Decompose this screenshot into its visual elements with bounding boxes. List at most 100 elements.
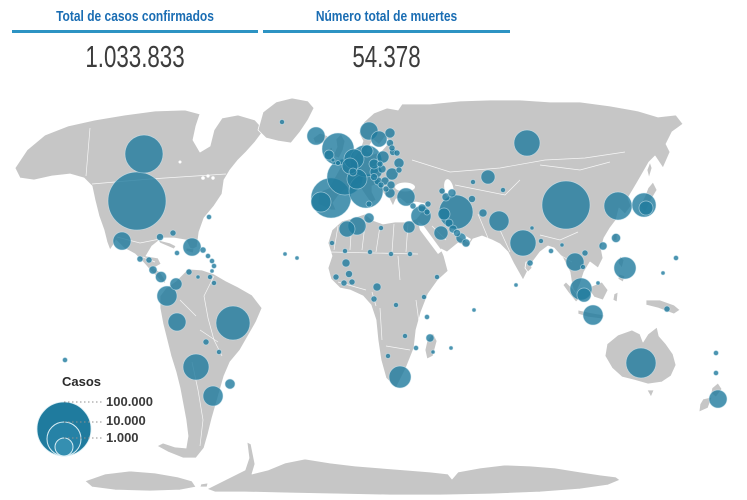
bubble-brazil[interactable]	[215, 305, 251, 341]
bubble-senegal[interactable]	[341, 258, 351, 268]
bubble-costa-rica[interactable]	[148, 265, 158, 275]
bubble-cote-divoire[interactable]	[340, 279, 348, 287]
bubble-tunisia[interactable]	[363, 212, 375, 224]
bubble-mauritius[interactable]	[425, 333, 435, 343]
bubble-antilles-1[interactable]	[205, 253, 211, 259]
bubble-brunei[interactable]	[595, 280, 601, 286]
bubble-trinidad-tobago[interactable]	[211, 280, 217, 286]
bubble-tibet-dot[interactable]	[559, 242, 565, 248]
bubble-dominican-republic[interactable]	[182, 237, 202, 257]
bubble-australia[interactable]	[625, 347, 657, 379]
bubble-hong-kong[interactable]	[598, 241, 608, 251]
bubble-micronesia-dot[interactable]	[660, 270, 666, 276]
bubble-peru[interactable]	[167, 312, 187, 332]
bubble-russia-west[interactable]	[480, 169, 496, 185]
bubble-libya[interactable]	[378, 225, 384, 231]
bubble-sweden[interactable]	[370, 130, 388, 148]
bubble-south-africa[interactable]	[388, 365, 412, 389]
bubble-zambia[interactable]	[402, 333, 408, 339]
bubble-myanmar[interactable]	[548, 248, 554, 254]
bubble-new-zealand[interactable]	[708, 389, 728, 409]
bubble-antilles-2[interactable]	[209, 258, 215, 264]
bubble-seychelles[interactable]	[471, 307, 477, 313]
bubble-pakistan[interactable]	[488, 210, 510, 232]
bubble-slovakia[interactable]	[376, 160, 384, 168]
bubble-azerbaijan[interactable]	[447, 188, 457, 198]
bubble-russia[interactable]	[513, 129, 541, 157]
bubble-usa[interactable]	[107, 171, 167, 231]
bubble-uzbekistan[interactable]	[468, 195, 476, 203]
bubble-antilles-4[interactable]	[209, 268, 215, 274]
bubble-kuwait[interactable]	[444, 218, 454, 228]
bubble-panama[interactable]	[155, 271, 167, 283]
bubble-morocco[interactable]	[338, 220, 356, 238]
bubble-lebanon[interactable]	[417, 203, 427, 213]
bubble-latvia[interactable]	[388, 144, 396, 152]
bubble-maldives[interactable]	[513, 282, 519, 288]
bubble-ukraine[interactable]	[393, 157, 405, 169]
bubble-papua-new-guinea[interactable]	[663, 305, 671, 313]
bubble-cyprus[interactable]	[409, 202, 417, 210]
bubble-paraguay[interactable]	[216, 349, 222, 355]
bubble-indonesia[interactable]	[582, 304, 604, 326]
bubble-ireland[interactable]	[323, 149, 335, 161]
bubble-uruguay[interactable]	[224, 378, 236, 390]
bubble-singapore[interactable]	[576, 287, 592, 303]
bubble-guyana[interactable]	[195, 274, 201, 280]
bubble-bangladesh[interactable]	[538, 238, 544, 244]
bubble-ecuador[interactable]	[156, 285, 178, 307]
bubble-pacific-island-dot[interactable]	[62, 357, 68, 363]
bubble-greenland[interactable]	[279, 119, 285, 125]
bubble-qatar[interactable]	[453, 229, 461, 237]
bubble-zimbabwe[interactable]	[413, 345, 419, 351]
bubble-niger[interactable]	[388, 251, 394, 257]
bubble-thailand[interactable]	[565, 252, 585, 272]
bubble-india[interactable]	[509, 229, 537, 257]
bubble-chile[interactable]	[182, 353, 210, 381]
bubble-dr-congo[interactable]	[393, 302, 399, 308]
bubble-bulgaria[interactable]	[386, 180, 396, 190]
bubble-atlantic-dot[interactable]	[294, 255, 300, 261]
bubble-bolivia[interactable]	[202, 338, 210, 346]
bubble-madagascar[interactable]	[430, 349, 436, 355]
bubble-malta[interactable]	[365, 200, 373, 208]
bubble-guam[interactable]	[673, 255, 679, 261]
bubble-puerto-rico[interactable]	[199, 246, 207, 254]
bubble-cameroon[interactable]	[370, 295, 378, 303]
bubble-moldova[interactable]	[395, 166, 403, 174]
bubble-luxembourg[interactable]	[348, 167, 358, 177]
bubble-kazakhstan-west[interactable]	[470, 179, 476, 185]
bubble-belarus[interactable]	[393, 149, 401, 157]
bubble-argentina[interactable]	[202, 385, 224, 407]
bubble-tanzania[interactable]	[424, 314, 430, 320]
bubble-kazakhstan-east[interactable]	[500, 187, 506, 193]
bubble-armenia[interactable]	[441, 192, 451, 202]
bubble-cabo-verde[interactable]	[282, 251, 288, 257]
bubble-antilles-3[interactable]	[211, 263, 217, 269]
bubble-slovenia[interactable]	[370, 173, 378, 181]
bubble-georgia[interactable]	[438, 187, 446, 195]
bubble-denmark[interactable]	[360, 144, 374, 158]
bubble-venezuela[interactable]	[185, 268, 193, 276]
bubble-canada[interactable]	[124, 134, 164, 174]
bubble-guinea[interactable]	[332, 273, 340, 281]
bubble-cambodia[interactable]	[580, 264, 586, 270]
bubble-saudi-arabia[interactable]	[433, 225, 449, 241]
bubble-mexico[interactable]	[112, 231, 132, 251]
bubble-bahamas[interactable]	[169, 229, 177, 237]
bubble-fiji[interactable]	[713, 370, 719, 376]
bubble-reunion[interactable]	[448, 345, 454, 351]
bubble-isle-of-man[interactable]	[330, 157, 336, 163]
bubble-vietnam[interactable]	[581, 249, 589, 257]
bubble-ghana[interactable]	[348, 278, 356, 286]
bubble-canary-islands[interactable]	[329, 240, 335, 246]
bubble-mauritania[interactable]	[342, 248, 348, 254]
bubble-south-korea[interactable]	[603, 191, 633, 221]
bubble-sri-lanka[interactable]	[526, 259, 534, 267]
bubble-somalia[interactable]	[434, 274, 440, 280]
bubble-bosnia[interactable]	[377, 181, 385, 189]
bubble-channel-islands[interactable]	[335, 160, 341, 166]
bubble-guatemala[interactable]	[136, 255, 144, 263]
bubble-bermuda[interactable]	[206, 214, 212, 220]
bubble-turkey[interactable]	[396, 187, 416, 207]
